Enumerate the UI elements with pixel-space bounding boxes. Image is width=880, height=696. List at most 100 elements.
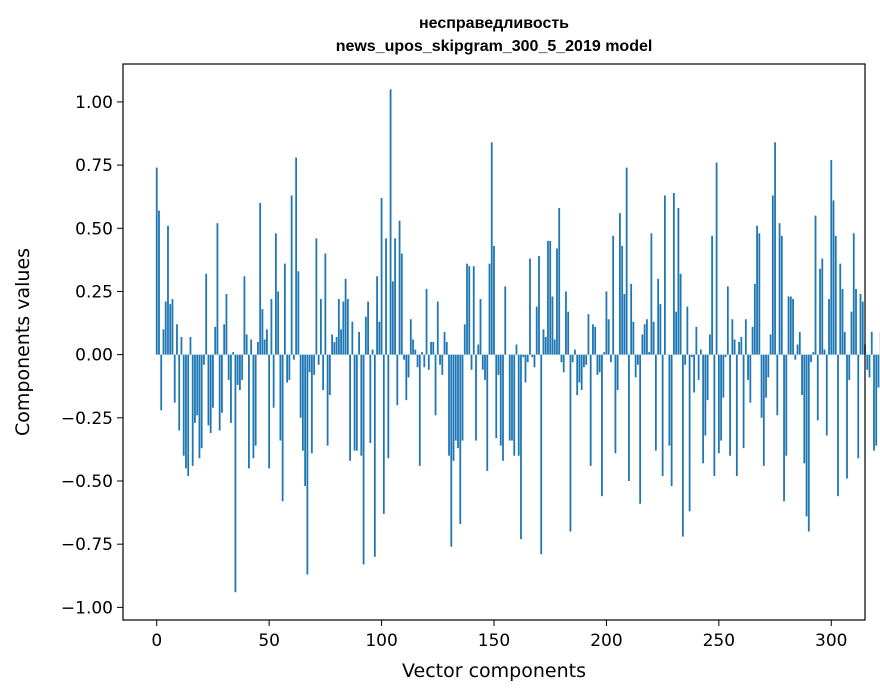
bar-91 xyxy=(360,354,363,456)
bar-202 xyxy=(610,354,612,363)
bar-243 xyxy=(702,354,705,464)
bar-81 xyxy=(337,299,340,355)
bar-296 xyxy=(821,258,824,355)
bar-67 xyxy=(306,354,309,575)
bar-198 xyxy=(601,354,603,497)
bar-72 xyxy=(317,354,320,365)
bar-35 xyxy=(234,354,237,593)
bar-51 xyxy=(270,299,273,355)
bar-7 xyxy=(171,299,174,355)
bar-133 xyxy=(454,354,457,441)
bar-265 xyxy=(751,326,754,355)
bar-195 xyxy=(594,326,597,355)
bar-206 xyxy=(619,213,621,355)
bar-70 xyxy=(313,354,316,375)
bar-58 xyxy=(286,354,289,383)
bar-267 xyxy=(756,225,758,355)
bar-0 xyxy=(155,167,158,355)
bar-92 xyxy=(362,354,365,565)
bar-197 xyxy=(598,354,601,373)
bar-116 xyxy=(416,354,419,368)
y-axis-ticks: −1.00 −0.75 −0.50 −0.25 0.00 0.25 0.50 0.75 1.00 xyxy=(61,93,123,618)
chart-title-line-2: news_upos_skipgram_300_5_2019 model xyxy=(336,38,653,55)
bar-36 xyxy=(236,354,239,385)
bar-312 xyxy=(857,354,860,459)
bar-125 xyxy=(436,301,439,355)
bar-18 xyxy=(196,354,199,416)
bar-52 xyxy=(272,354,275,408)
bar-126 xyxy=(439,354,441,365)
bar-287 xyxy=(801,354,803,396)
bar-29 xyxy=(221,354,223,413)
bar-135 xyxy=(459,354,462,524)
bar-260 xyxy=(740,336,743,355)
bar-44 xyxy=(254,354,257,446)
bar-131 xyxy=(450,354,453,547)
bar-207 xyxy=(621,245,624,355)
bar-136 xyxy=(461,354,464,441)
bar-48 xyxy=(263,339,266,355)
bar-170 xyxy=(538,256,540,355)
bar-249 xyxy=(715,162,718,355)
bar-30 xyxy=(223,324,226,355)
bar-295 xyxy=(819,268,821,355)
bar-27 xyxy=(216,223,219,355)
bar-171 xyxy=(540,354,543,555)
bar-93 xyxy=(364,316,367,355)
bar-221 xyxy=(652,321,655,355)
bar-217 xyxy=(643,324,646,355)
bar-98 xyxy=(376,276,378,355)
bar-216 xyxy=(641,334,644,355)
bar-224 xyxy=(659,304,662,355)
bar-16 xyxy=(191,354,194,466)
bar-102 xyxy=(385,238,387,355)
bar-55 xyxy=(279,354,282,441)
bar-304 xyxy=(839,263,842,355)
bar-110 xyxy=(403,354,405,360)
bar-212 xyxy=(632,321,635,355)
bar-258 xyxy=(735,354,738,476)
bar-256 xyxy=(731,319,734,355)
bar-42 xyxy=(250,339,253,355)
bar-122 xyxy=(430,342,432,355)
bar-12 xyxy=(182,354,185,456)
bar-210 xyxy=(628,354,630,481)
bar-187 xyxy=(576,354,579,396)
bar-310 xyxy=(852,233,855,355)
bar-22 xyxy=(205,273,208,355)
y-tick-label-3: −0.25 xyxy=(61,409,113,429)
bar-107 xyxy=(396,354,399,406)
bar-302 xyxy=(834,235,837,355)
bar-13 xyxy=(185,354,187,469)
bar-319 xyxy=(873,354,875,451)
bar-25 xyxy=(212,354,214,408)
bar-272 xyxy=(767,354,770,378)
bar-204 xyxy=(614,354,617,454)
x-tick-label-0: 0 xyxy=(151,631,162,651)
bar-40 xyxy=(245,334,248,355)
bar-238 xyxy=(690,354,693,358)
bar-100 xyxy=(380,197,383,355)
plot-frame xyxy=(122,63,866,621)
bar-233 xyxy=(679,273,682,355)
bar-9 xyxy=(176,324,178,355)
bar-155 xyxy=(504,286,507,355)
bar-300 xyxy=(830,160,833,355)
bar-273 xyxy=(769,334,772,355)
bar-213 xyxy=(634,354,637,378)
bar-65 xyxy=(301,354,304,451)
bar-160 xyxy=(515,344,518,355)
bar-115 xyxy=(414,349,417,355)
bar-19 xyxy=(198,354,201,459)
bar-220 xyxy=(650,233,653,355)
bar-142 xyxy=(475,354,477,441)
bar-82 xyxy=(340,329,342,355)
bar-153 xyxy=(499,354,502,446)
bar-61 xyxy=(292,354,295,360)
bar-229 xyxy=(670,354,673,487)
bar-167 xyxy=(531,354,534,358)
bar-276 xyxy=(776,354,779,416)
bar-144 xyxy=(479,299,482,355)
bar-317 xyxy=(868,354,871,378)
chart-title-line-1: несправедливость xyxy=(419,15,569,32)
